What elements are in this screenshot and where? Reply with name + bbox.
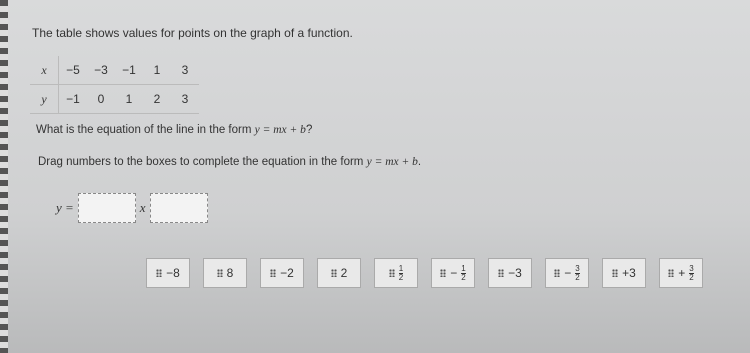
text: What is the equation of the line in the …: [36, 124, 252, 136]
values-table: x −5 −3 −1 1 3 y −1 0 1 2 3: [30, 56, 199, 114]
question: What is the equation of the line in the …: [36, 124, 312, 136]
table-cell: 2: [143, 84, 171, 114]
grip-icon: [156, 269, 163, 277]
tile-label: −3: [508, 266, 522, 280]
grip-icon: [388, 269, 395, 277]
denominator: 2: [575, 272, 580, 282]
denominator: 2: [398, 272, 404, 282]
table-cell: x: [30, 56, 59, 85]
formula: y = mx + b: [366, 156, 418, 168]
grip-icon: [554, 269, 561, 277]
equation: y = x: [56, 193, 208, 223]
tile-label: 8: [226, 266, 234, 280]
tile-label: +3: [622, 266, 636, 280]
table-cell: y: [30, 84, 59, 114]
number-tile[interactable]: −2: [260, 258, 304, 288]
drop-box[interactable]: [149, 193, 208, 223]
drop-box[interactable]: [77, 193, 136, 223]
numerator: 3: [689, 263, 694, 274]
denominator: 2: [689, 272, 694, 282]
screen-edge: [0, 0, 8, 353]
grip-icon: [440, 269, 447, 277]
number-tile[interactable]: 8: [203, 258, 247, 288]
number-tile[interactable]: +3 2: [659, 258, 703, 288]
grip-icon: [330, 269, 337, 277]
lhs: y =: [56, 200, 74, 215]
tile-label: −2: [280, 266, 294, 280]
table-cell: 1: [115, 84, 143, 114]
number-tile[interactable]: 2: [317, 258, 361, 288]
table-cell: −1: [115, 56, 143, 85]
formula: y = mx + b: [254, 124, 306, 136]
variable: x: [139, 200, 146, 215]
numerator: 1: [398, 263, 404, 274]
table-row: y −1 0 1 2 3: [30, 84, 199, 114]
instruction: The table shows values for points on the…: [32, 26, 353, 40]
tile-sign: +: [678, 266, 686, 280]
table-cell: −5: [58, 56, 87, 85]
drag-instruction: Drag numbers to the boxes to complete th…: [38, 156, 421, 168]
number-tile[interactable]: +3: [602, 258, 646, 288]
tile-sign: −: [450, 266, 458, 280]
table-cell: 3: [171, 84, 199, 114]
grip-icon: [216, 269, 223, 277]
text: ?: [305, 124, 313, 136]
tile-label: −8: [166, 266, 180, 280]
text: Drag numbers to the boxes to complete th…: [38, 156, 364, 168]
table-row: x −5 −3 −1 1 3: [30, 56, 199, 85]
grip-icon: [270, 269, 277, 277]
table-cell: 0: [87, 84, 115, 114]
table-cell: 1: [143, 56, 171, 85]
number-tile[interactable]: −1 2: [431, 258, 475, 288]
text: .: [417, 156, 422, 168]
table-cell: 3: [171, 56, 199, 85]
number-tile[interactable]: −8: [146, 258, 190, 288]
table-cell: −3: [87, 56, 115, 85]
numerator: 1: [461, 263, 466, 274]
denominator: 2: [461, 272, 466, 282]
number-tile[interactable]: −3 2: [545, 258, 589, 288]
number-tile[interactable]: −3: [488, 258, 532, 288]
grip-icon: [498, 269, 505, 277]
tile-label: 2: [340, 266, 348, 280]
grip-icon: [612, 269, 619, 277]
numerator: 3: [575, 263, 580, 274]
tile-sign: −: [564, 266, 572, 280]
grip-icon: [668, 269, 675, 277]
tile-bank: −8 8 −2 2 1 2−1 2 −3−3 2 +3 +3 2: [146, 258, 703, 288]
table-cell: −1: [58, 84, 87, 114]
